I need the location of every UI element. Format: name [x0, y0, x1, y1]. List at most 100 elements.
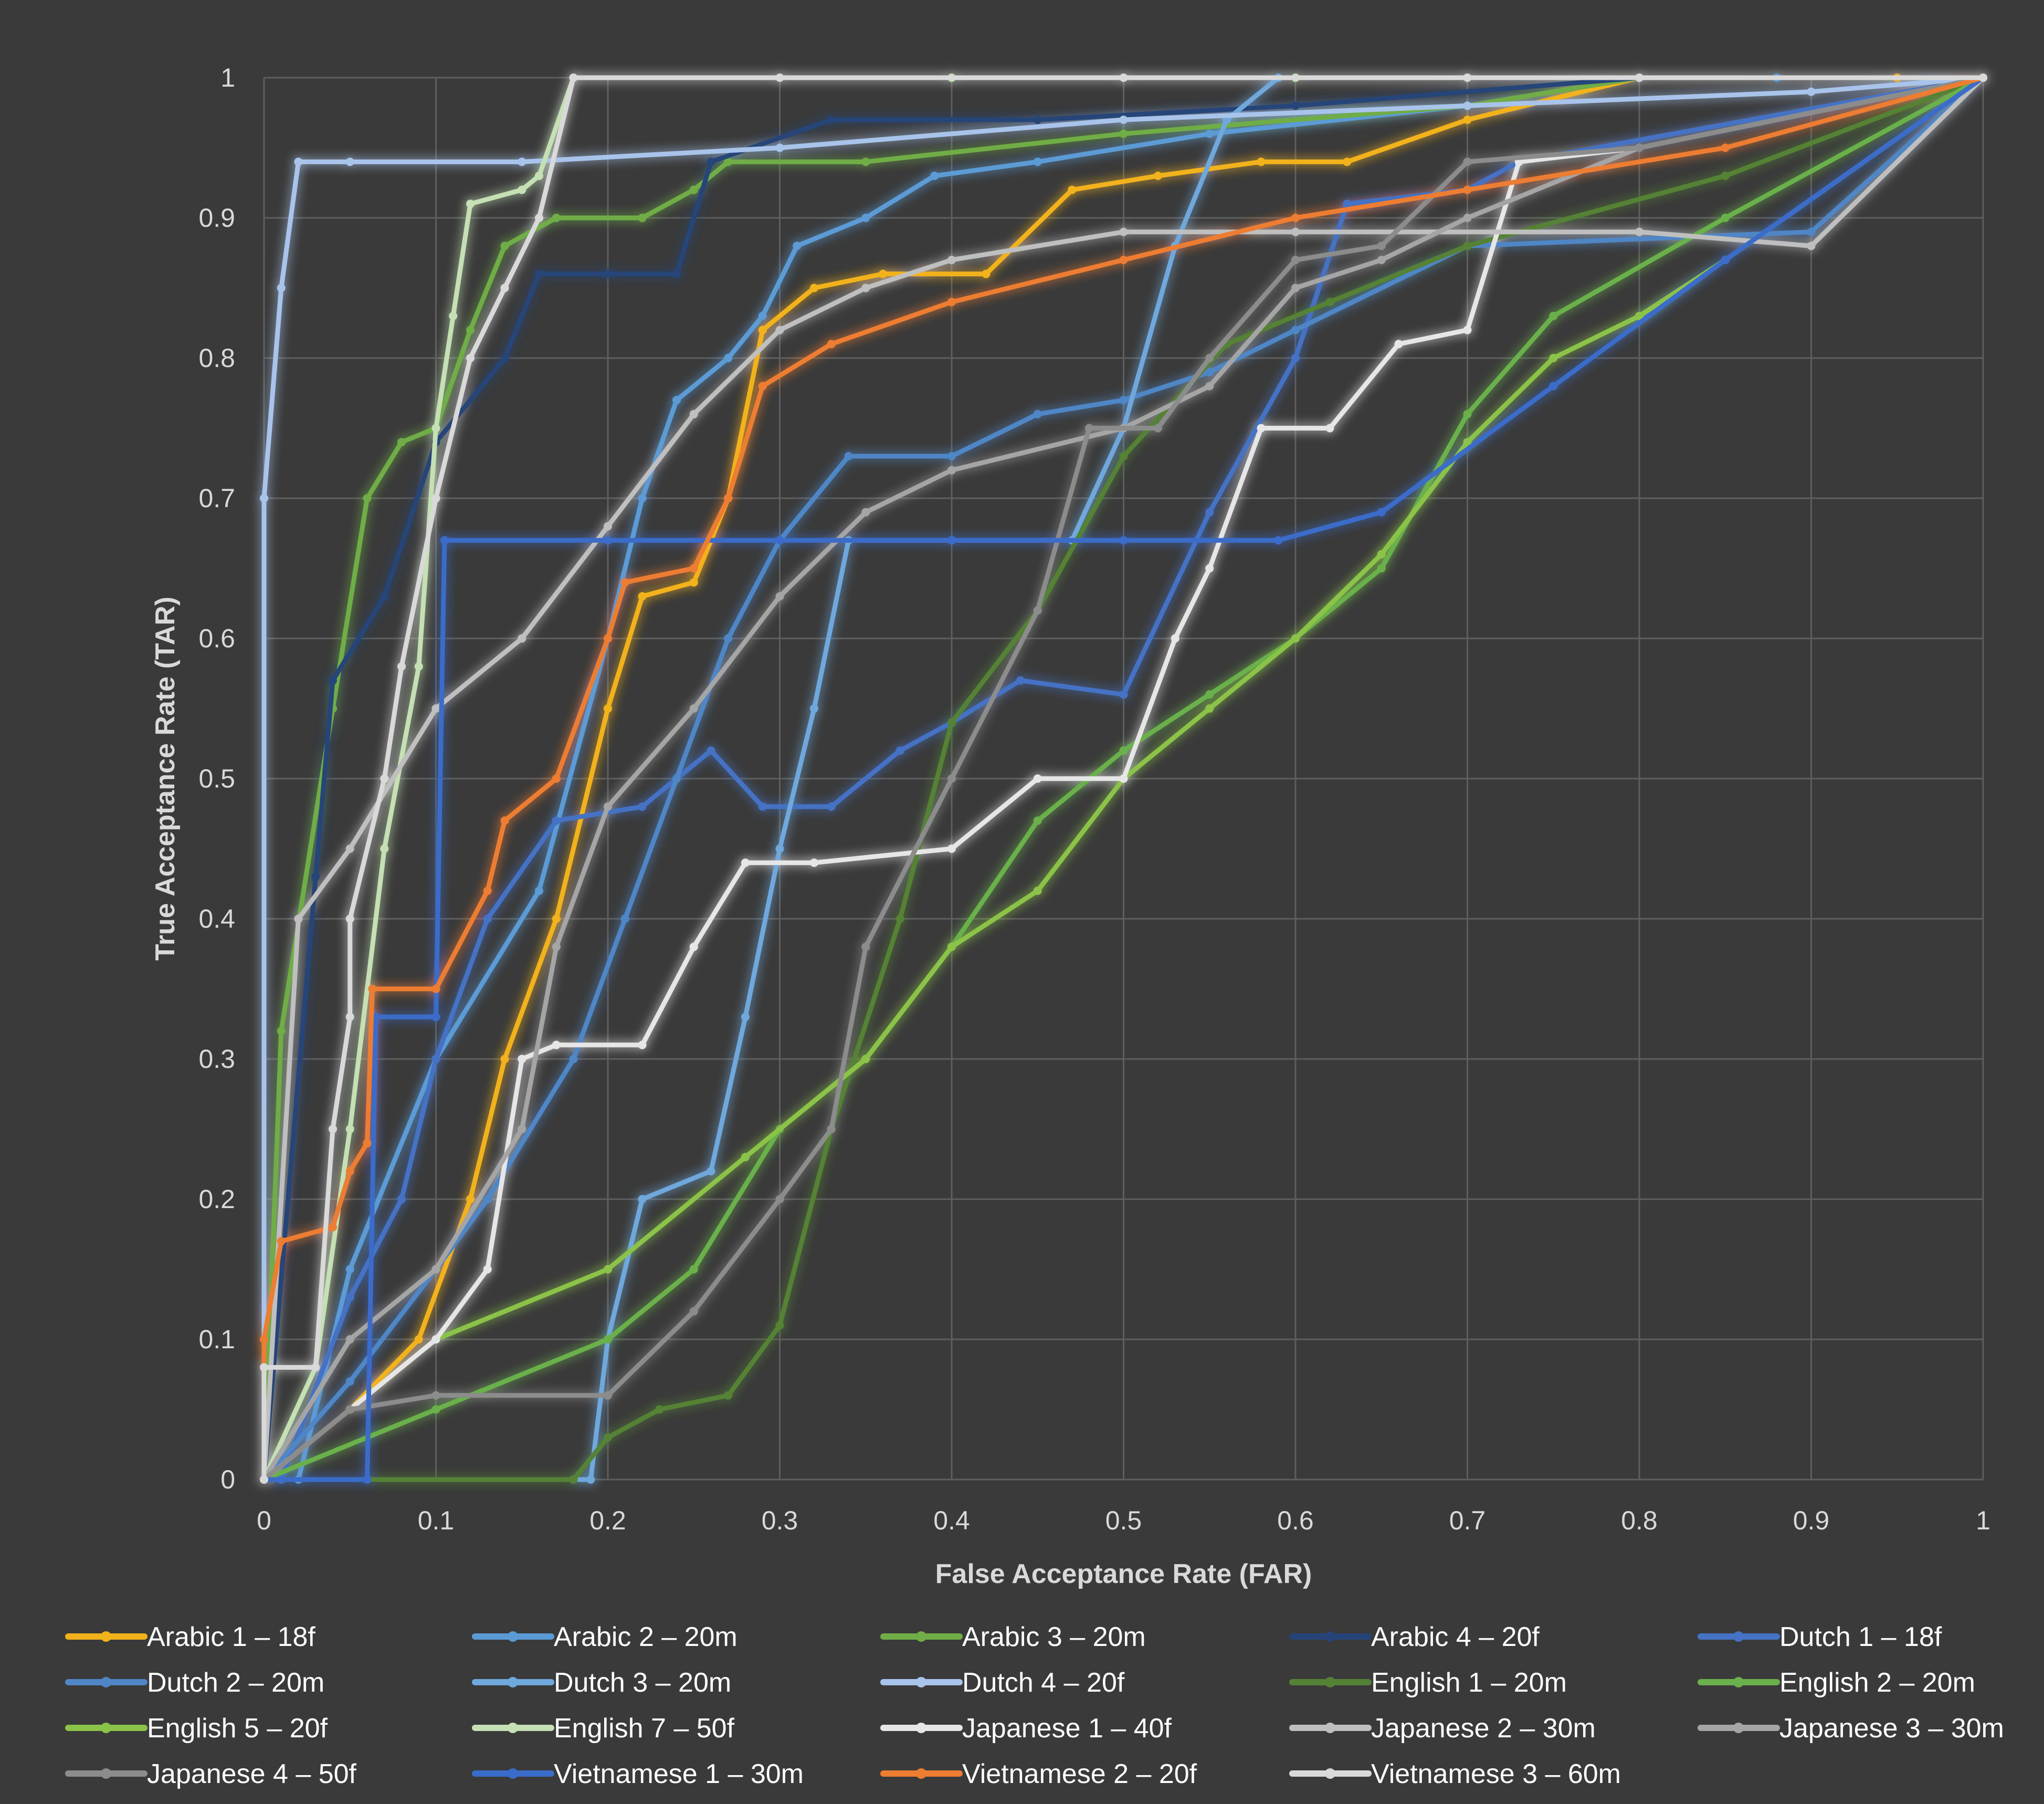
- legend-label: Dutch 1 – 18f: [1779, 1622, 1942, 1652]
- data-point: [1154, 424, 1162, 433]
- data-point: [440, 536, 449, 545]
- legend-item: Dutch 2 – 20m: [65, 1667, 324, 1698]
- data-point: [604, 802, 612, 811]
- data-point: [1377, 550, 1386, 559]
- data-point: [277, 284, 286, 292]
- data-point: [689, 704, 698, 713]
- data-point: [586, 1475, 595, 1484]
- data-point: [1807, 87, 1816, 96]
- legend-marker: [1325, 1631, 1335, 1642]
- data-point: [724, 354, 733, 362]
- data-point: [535, 214, 543, 222]
- data-point: [1257, 158, 1266, 166]
- y-tick-label: 0.1: [198, 1325, 235, 1354]
- data-point: [380, 774, 389, 783]
- data-point: [775, 592, 784, 601]
- legend-label: Vietnamese 3 – 60m: [1371, 1759, 1621, 1789]
- legend-marker: [101, 1768, 111, 1779]
- data-point: [1463, 116, 1472, 124]
- data-point: [1377, 508, 1386, 517]
- data-point: [810, 858, 818, 867]
- data-point: [827, 1125, 836, 1134]
- data-point: [466, 354, 475, 362]
- data-point: [672, 396, 681, 405]
- series-line: [261, 75, 1986, 1482]
- data-point: [604, 704, 612, 713]
- legend-marker: [101, 1631, 111, 1642]
- data-point: [947, 298, 956, 307]
- data-point: [1377, 564, 1386, 573]
- legend-label: Arabic 1 – 18f: [147, 1622, 315, 1652]
- data-point: [518, 634, 526, 643]
- data-point: [775, 74, 784, 82]
- x-tick-label: 0.8: [1621, 1506, 1658, 1535]
- data-point: [1291, 214, 1300, 222]
- legend-label: Vietnamese 1 – 30m: [554, 1759, 804, 1789]
- data-point: [1343, 200, 1352, 208]
- legend-marker: [916, 1768, 926, 1779]
- data-point: [368, 984, 377, 993]
- data-point: [1033, 886, 1042, 895]
- data-point: [655, 1405, 664, 1414]
- legend-item: English 2 – 20m: [1698, 1667, 1975, 1698]
- data-point: [345, 1335, 354, 1344]
- legend-marker: [1733, 1677, 1744, 1687]
- y-tick-label: 0.2: [198, 1184, 235, 1214]
- data-point: [689, 1307, 698, 1316]
- data-point: [1016, 676, 1025, 685]
- data-point: [982, 269, 991, 278]
- legend-item: Vietnamese 2 – 20f: [880, 1759, 1197, 1789]
- data-point: [1257, 424, 1266, 433]
- y-tick-label: 0.8: [198, 343, 235, 373]
- x-tick-label: 0.5: [1105, 1506, 1142, 1535]
- data-point: [1291, 634, 1300, 643]
- legend-label: Dutch 2 – 20m: [147, 1667, 324, 1698]
- data-point: [552, 214, 561, 222]
- legend-marker: [508, 1768, 518, 1779]
- legend-marker: [101, 1723, 111, 1733]
- data-point: [689, 410, 698, 418]
- data-point: [1119, 536, 1128, 545]
- y-axis-title: True Acceptance Rate (TAR): [150, 596, 181, 961]
- data-point: [947, 536, 956, 545]
- data-point: [1635, 74, 1643, 82]
- data-point: [1205, 690, 1214, 699]
- data-point: [1119, 129, 1128, 138]
- legend-label: English 1 – 20m: [1371, 1667, 1567, 1698]
- data-point: [947, 844, 956, 853]
- legend-label: Arabic 3 – 20m: [962, 1622, 1146, 1652]
- data-point: [431, 1055, 440, 1063]
- data-point: [930, 171, 939, 180]
- data-point: [431, 494, 440, 502]
- data-point: [260, 1335, 268, 1344]
- legend-item: Japanese 2 – 30m: [1289, 1713, 1596, 1744]
- series-line: [261, 75, 1986, 1482]
- series-line: [261, 75, 1986, 1482]
- data-point: [311, 1363, 320, 1372]
- data-point: [345, 1405, 354, 1414]
- data-point: [500, 816, 509, 825]
- data-point: [1463, 242, 1472, 250]
- data-point: [552, 915, 561, 923]
- data-point: [1033, 410, 1042, 418]
- data-point: [707, 1167, 715, 1176]
- y-tick-label: 0.9: [198, 203, 235, 233]
- data-point: [1119, 774, 1128, 783]
- series-17: [260, 74, 1987, 1484]
- data-point: [345, 915, 354, 923]
- data-point: [1291, 101, 1300, 110]
- series-line: [261, 75, 1986, 1482]
- data-point: [1119, 452, 1128, 460]
- data-point: [1033, 606, 1042, 615]
- data-point: [758, 311, 767, 320]
- data-point: [1721, 256, 1730, 265]
- data-point: [483, 1265, 492, 1274]
- data-point: [1291, 354, 1300, 362]
- data-point: [1119, 256, 1128, 265]
- data-point: [1325, 298, 1334, 307]
- data-point: [380, 844, 389, 853]
- data-point: [1033, 116, 1042, 124]
- data-point: [449, 311, 458, 320]
- data-point: [431, 984, 440, 993]
- x-tick-label: 0.1: [418, 1506, 455, 1535]
